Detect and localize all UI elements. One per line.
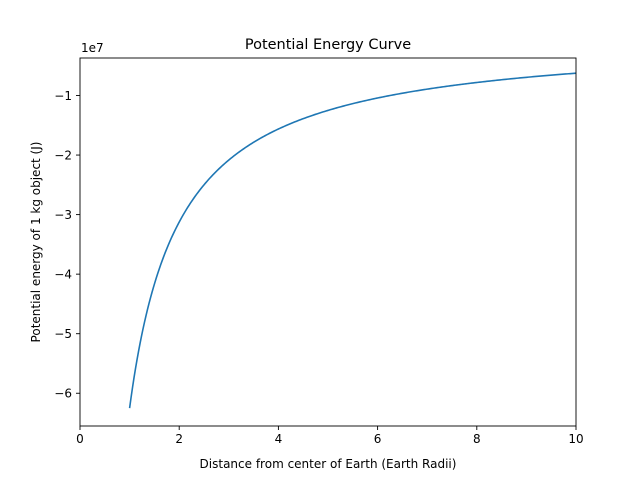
y-tick-label-1: −5 xyxy=(54,327,72,341)
y-tick-label-4: −2 xyxy=(54,149,72,163)
plot-area: 0 2 4 6 8 10 −6 −5 −4 −3 −2 −1 xyxy=(54,57,584,446)
x-tick-label-5: 10 xyxy=(568,432,583,446)
x-tick-label-0: 0 xyxy=(76,432,84,446)
y-offset-text: 1e7 xyxy=(81,41,104,55)
axes-frame xyxy=(79,57,577,427)
x-tick-label-4: 8 xyxy=(473,432,481,446)
x-tick-label-3: 6 xyxy=(374,432,382,446)
chart-title: Potential Energy Curve xyxy=(245,37,411,53)
y-axis-label: Potential energy of 1 kg object (J) xyxy=(29,142,43,343)
series-line-0 xyxy=(128,72,577,409)
y-tick-label-2: −4 xyxy=(54,268,72,282)
x-tick-label-2: 4 xyxy=(275,432,283,446)
y-tick-label-5: −1 xyxy=(54,89,72,103)
x-tick-label-1: 2 xyxy=(175,432,183,446)
y-tick-label-0: −6 xyxy=(54,387,72,401)
y-tick-label-3: −3 xyxy=(54,208,72,222)
x-axis-label: Distance from center of Earth (Earth Rad… xyxy=(200,457,457,471)
